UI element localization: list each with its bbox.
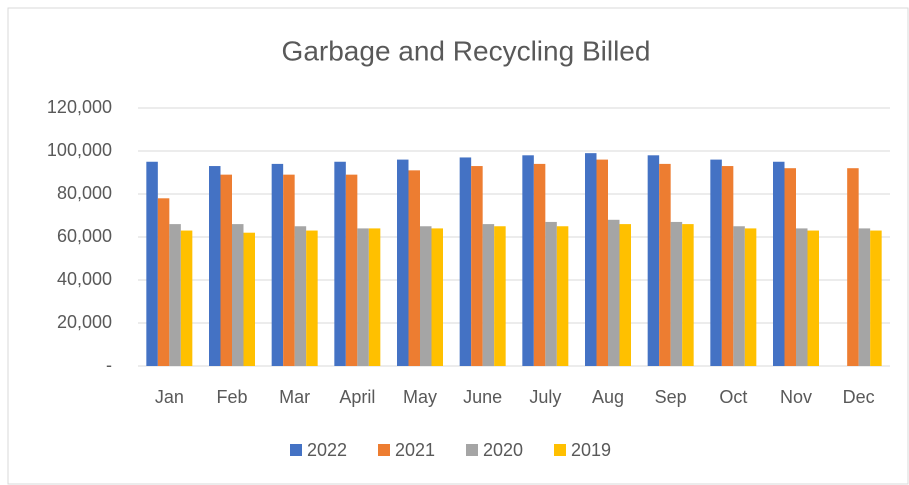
bar bbox=[522, 155, 534, 366]
x-tick-label: Feb bbox=[216, 387, 247, 407]
bar bbox=[397, 159, 409, 366]
x-tick-label: Dec bbox=[843, 387, 875, 407]
bar bbox=[408, 170, 420, 366]
bar bbox=[345, 174, 358, 366]
x-tick-label: Nov bbox=[780, 387, 812, 407]
bar bbox=[807, 230, 819, 366]
bar bbox=[533, 163, 546, 366]
bar bbox=[368, 228, 381, 366]
legend-swatch bbox=[378, 444, 390, 456]
legend-swatch bbox=[554, 444, 566, 456]
legend-label: 2022 bbox=[307, 440, 347, 460]
bar bbox=[494, 226, 506, 366]
y-tick-label: 20,000 bbox=[57, 312, 112, 332]
bar bbox=[847, 168, 859, 366]
bar bbox=[334, 161, 346, 366]
bar bbox=[146, 161, 158, 366]
legend-label: 2020 bbox=[483, 440, 523, 460]
bar bbox=[357, 228, 369, 366]
bar bbox=[796, 228, 808, 366]
bar bbox=[294, 226, 307, 366]
x-tick-label: Sep bbox=[655, 387, 687, 407]
bar bbox=[585, 153, 597, 366]
chart-title: Garbage and Recycling Billed bbox=[282, 35, 651, 66]
bar bbox=[180, 230, 193, 366]
bar bbox=[157, 198, 170, 366]
bar bbox=[271, 163, 284, 366]
bar bbox=[283, 174, 295, 366]
bar bbox=[659, 163, 671, 366]
x-tick-label: May bbox=[403, 387, 437, 407]
bar bbox=[232, 224, 244, 366]
bar bbox=[209, 166, 221, 366]
y-tick-label: 100,000 bbox=[47, 140, 112, 160]
y-tick-label: 40,000 bbox=[57, 269, 112, 289]
bar bbox=[710, 159, 722, 366]
bar bbox=[471, 166, 483, 366]
bar bbox=[670, 221, 683, 366]
bar bbox=[870, 230, 882, 366]
bar bbox=[545, 221, 557, 366]
bar bbox=[306, 230, 318, 366]
bar bbox=[721, 166, 734, 366]
bar bbox=[858, 228, 871, 366]
x-tick-label: Jan bbox=[155, 387, 184, 407]
x-tick-label: Mar bbox=[279, 387, 310, 407]
x-tick-label: July bbox=[529, 387, 561, 407]
y-tick-label: 80,000 bbox=[57, 183, 112, 203]
x-tick-label: Oct bbox=[719, 387, 747, 407]
bar bbox=[596, 159, 608, 366]
y-tick-label: 120,000 bbox=[47, 97, 112, 117]
bar bbox=[556, 226, 569, 366]
legend-label: 2019 bbox=[571, 440, 611, 460]
legend-label: 2021 bbox=[395, 440, 435, 460]
legend-swatch bbox=[290, 444, 302, 456]
bar bbox=[420, 226, 432, 366]
bar bbox=[459, 157, 472, 366]
bar bbox=[220, 174, 232, 366]
y-tick-label: 60,000 bbox=[57, 226, 112, 246]
bar bbox=[773, 161, 785, 366]
bar bbox=[243, 232, 255, 366]
bar bbox=[608, 219, 620, 366]
bar bbox=[431, 228, 443, 366]
x-tick-label: Aug bbox=[592, 387, 624, 407]
y-tick-label: - bbox=[106, 355, 112, 375]
x-tick-label: June bbox=[463, 387, 502, 407]
bar bbox=[744, 228, 757, 366]
bar bbox=[784, 168, 796, 366]
bar bbox=[169, 224, 181, 366]
bar bbox=[482, 224, 495, 366]
bar bbox=[733, 226, 745, 366]
x-tick-label: April bbox=[339, 387, 375, 407]
bar bbox=[619, 224, 631, 366]
bar bbox=[682, 224, 694, 366]
bar bbox=[647, 155, 660, 366]
legend-swatch bbox=[466, 444, 478, 456]
